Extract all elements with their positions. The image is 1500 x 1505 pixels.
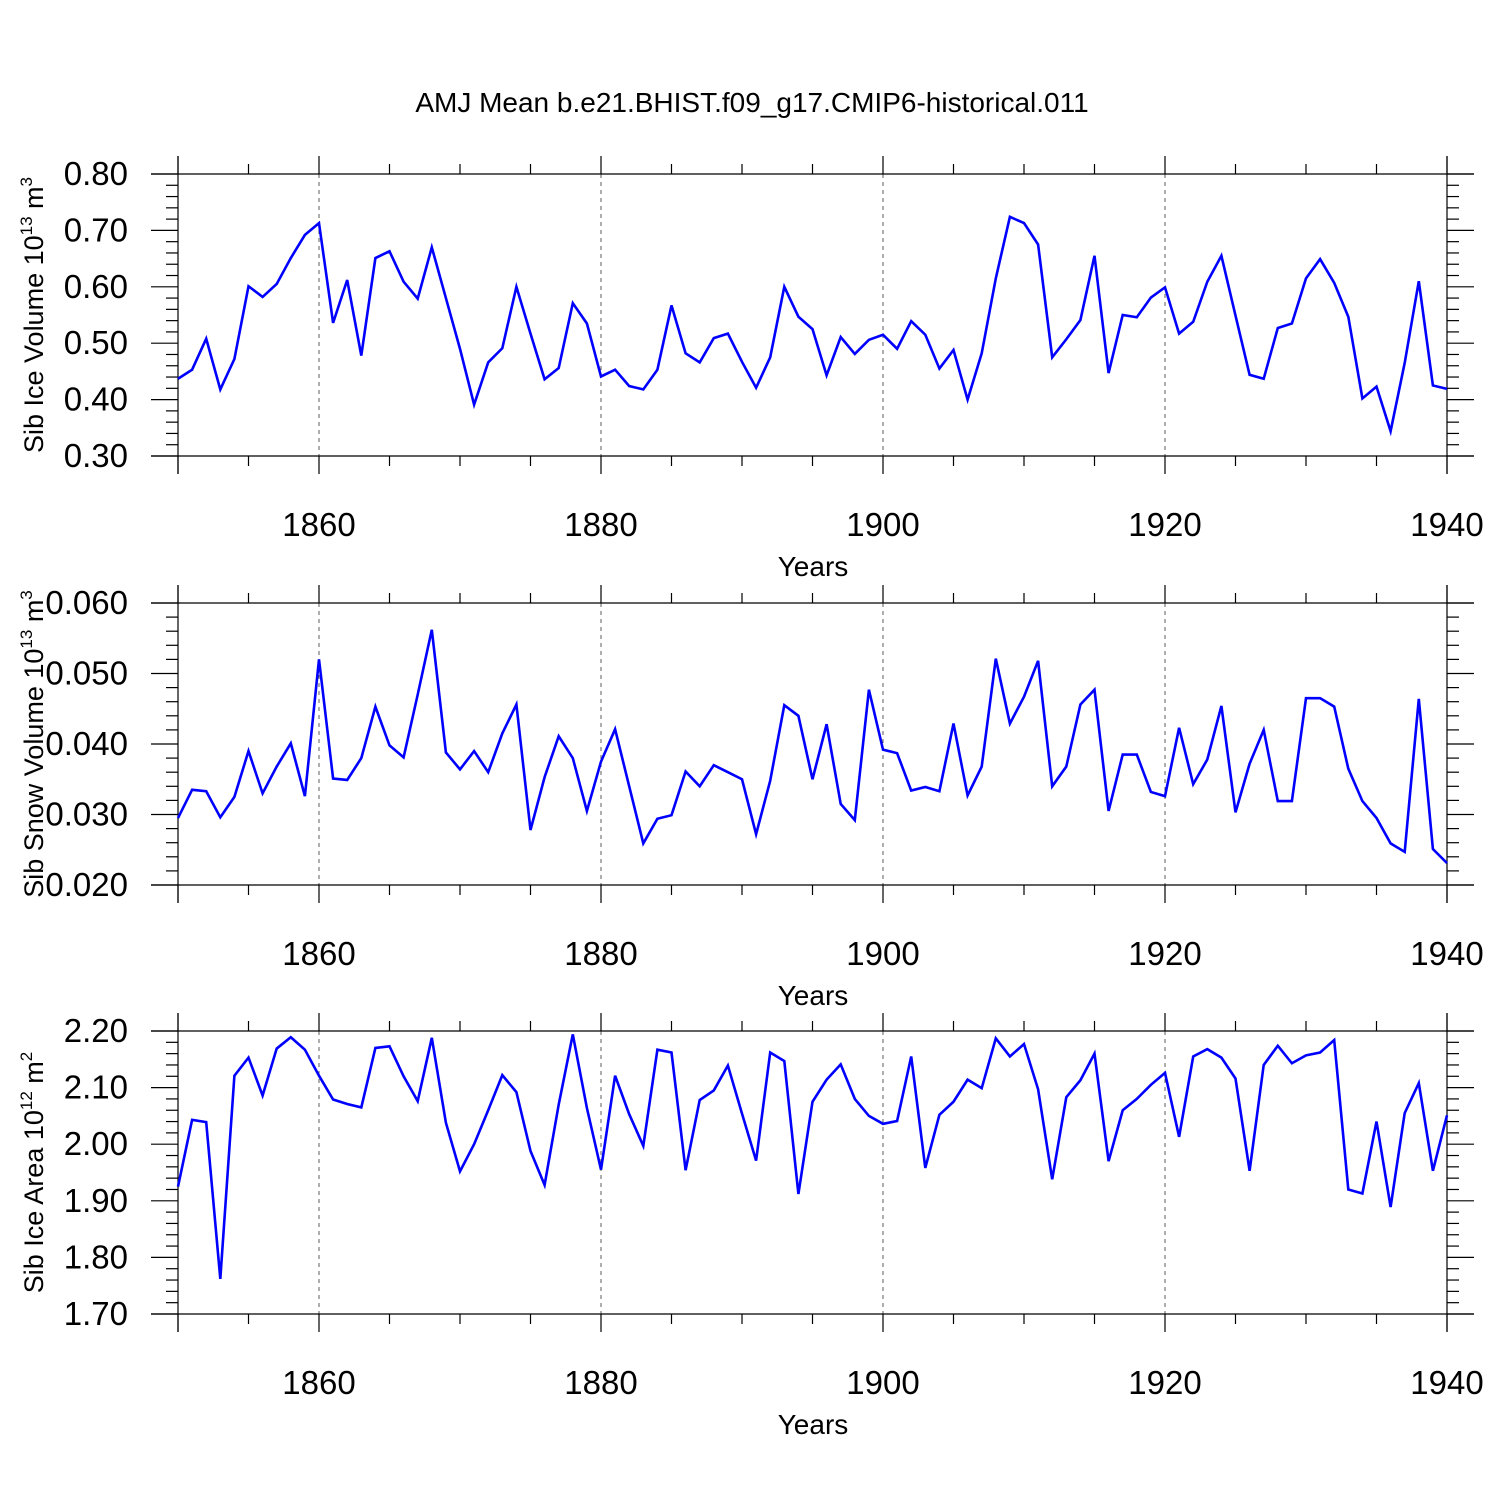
y-axis-label-exponent: 13 xyxy=(17,630,36,649)
y-tick-label: 0.040 xyxy=(45,725,128,762)
y-tick-label: 0.70 xyxy=(64,211,128,248)
y-axis-label-unit: m xyxy=(19,186,49,216)
y-tick-label: 0.030 xyxy=(45,796,128,833)
series-line xyxy=(177,215,1448,437)
y-tick-label: 1.80 xyxy=(64,1238,128,1275)
y-tick-label: 0.80 xyxy=(64,155,128,192)
y-tick-label: 0.60 xyxy=(64,268,128,305)
x-tick-label: 1860 xyxy=(282,1364,355,1401)
x-tick-label: 1880 xyxy=(564,506,637,543)
y-tick-label: 0.060 xyxy=(45,584,128,621)
y-axis-label-unit: m xyxy=(19,1061,49,1091)
x-tick-label: 1920 xyxy=(1128,1364,1201,1401)
x-tick-label: 1900 xyxy=(846,1364,919,1401)
x-tick-label: 1860 xyxy=(282,506,355,543)
x-axis-label: Years xyxy=(778,551,849,582)
x-tick-label: 1940 xyxy=(1410,506,1483,543)
y-axis-label: Sib Ice Volume 1013 m3 xyxy=(17,177,49,453)
y-axis-label-unit-exponent: 3 xyxy=(17,177,36,186)
y-tick-label: 2.10 xyxy=(64,1069,128,1106)
x-axis-label: Years xyxy=(778,1409,849,1440)
y-tick-label: 1.90 xyxy=(64,1182,128,1219)
x-tick-label: 1900 xyxy=(846,935,919,972)
y-tick-label: 0.30 xyxy=(64,437,128,474)
series-line xyxy=(176,629,1448,865)
y-tick-label: 0.50 xyxy=(64,324,128,361)
y-axis-label-main: Sib Ice Area 10 xyxy=(19,1110,49,1293)
y-axis-label-main: Sib Ice Volume 10 xyxy=(19,235,49,453)
x-axis-label: Years xyxy=(778,980,849,1011)
x-tick-label: 1900 xyxy=(846,506,919,543)
y-tick-label: 2.00 xyxy=(64,1125,128,1162)
y-axis-label: Sib Snow Volume 1013 m3 xyxy=(17,590,49,898)
x-tick-label: 1880 xyxy=(564,935,637,972)
y-axis-label-main: Sib Snow Volume 10 xyxy=(19,649,49,898)
x-tick-label: 1940 xyxy=(1410,935,1483,972)
y-axis-label-unit-exponent: 3 xyxy=(17,590,36,599)
series-line xyxy=(176,1034,1449,1280)
y-tick-label: 0.020 xyxy=(45,866,128,903)
y-axis-label-exponent: 13 xyxy=(17,216,36,235)
x-tick-label: 1860 xyxy=(282,935,355,972)
x-tick-label: 1920 xyxy=(1128,935,1201,972)
panel-2: 0.020 0.030 0.040 0.050 0.060 1860 1880 1900 192… xyxy=(17,584,1484,1011)
y-axis-label-unit-exponent: 2 xyxy=(17,1052,36,1061)
y-tick-label: 2.20 xyxy=(64,1012,128,1049)
y-tick-label: 0.050 xyxy=(45,655,128,692)
x-tick-label: 1940 xyxy=(1410,1364,1483,1401)
x-tick-label: 1880 xyxy=(564,1364,637,1401)
panel-1: 0.30 0.40 0.50 0.60 0.70 0.80 1860 1880 1900 1920… xyxy=(17,155,1484,582)
y-axis-label-exponent: 12 xyxy=(17,1091,36,1110)
panel-3: 1.70 1.80 1.90 2.00 2.10 2.20 1860 1880 1900 1920… xyxy=(17,1012,1484,1440)
y-tick-label: 1.70 xyxy=(64,1295,128,1332)
y-tick-label: 0.40 xyxy=(64,381,128,418)
y-axis-label: Sib Ice Area 1012 m2 xyxy=(17,1052,49,1294)
x-tick-label: 1920 xyxy=(1128,506,1201,543)
figure-title: AMJ Mean b.e21.BHIST.f09_g17.CMIP6-histo… xyxy=(415,87,1088,118)
y-axis-label-unit: m xyxy=(19,600,49,630)
